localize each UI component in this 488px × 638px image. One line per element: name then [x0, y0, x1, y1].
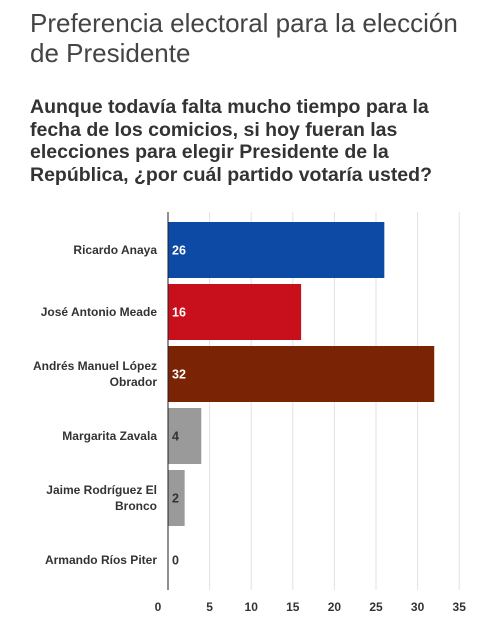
category-label: Obrador	[110, 375, 158, 389]
data-label: 26	[172, 244, 186, 258]
bars: 26 16 32 4 2 0	[168, 222, 435, 568]
bar	[168, 470, 185, 526]
x-tick-label: 0	[155, 600, 162, 614]
bar	[168, 346, 435, 402]
category-label: Jaime Rodríguez El	[46, 483, 157, 497]
chart-subtitle: Aunque todavía falta mucho tiempo para l…	[30, 96, 432, 186]
category-label: Armando Ríos Piter	[45, 553, 157, 567]
bar	[168, 222, 385, 278]
category-labels: Ricardo Anaya José Antonio Meade Andrés Ma…	[33, 243, 157, 567]
bar	[168, 408, 202, 464]
data-label: 4	[172, 430, 179, 444]
x-tick-label: 25	[369, 600, 383, 614]
data-label: 2	[172, 492, 179, 506]
data-label: 0	[172, 554, 179, 568]
bar	[168, 284, 302, 340]
x-tick-labels: 0 5 10 15 20 25 30 35	[155, 600, 467, 614]
x-tick-label: 15	[286, 600, 300, 614]
x-tick-label: 30	[411, 600, 425, 614]
x-tick-label: 5	[206, 600, 213, 614]
category-label: José Antonio Meade	[41, 305, 158, 319]
x-tick-label: 10	[245, 600, 259, 614]
category-label: Andrés Manuel López	[33, 359, 157, 373]
chart-title: Preferencia electoral para la elección d…	[30, 8, 458, 68]
category-label: Bronco	[115, 499, 157, 513]
data-label: 16	[172, 306, 186, 320]
x-tick-label: 20	[328, 600, 342, 614]
x-tick-label: 35	[453, 600, 467, 614]
category-label: Margarita Zavala	[62, 429, 157, 443]
category-label: Ricardo Anaya	[73, 243, 157, 257]
data-label: 32	[172, 368, 186, 382]
